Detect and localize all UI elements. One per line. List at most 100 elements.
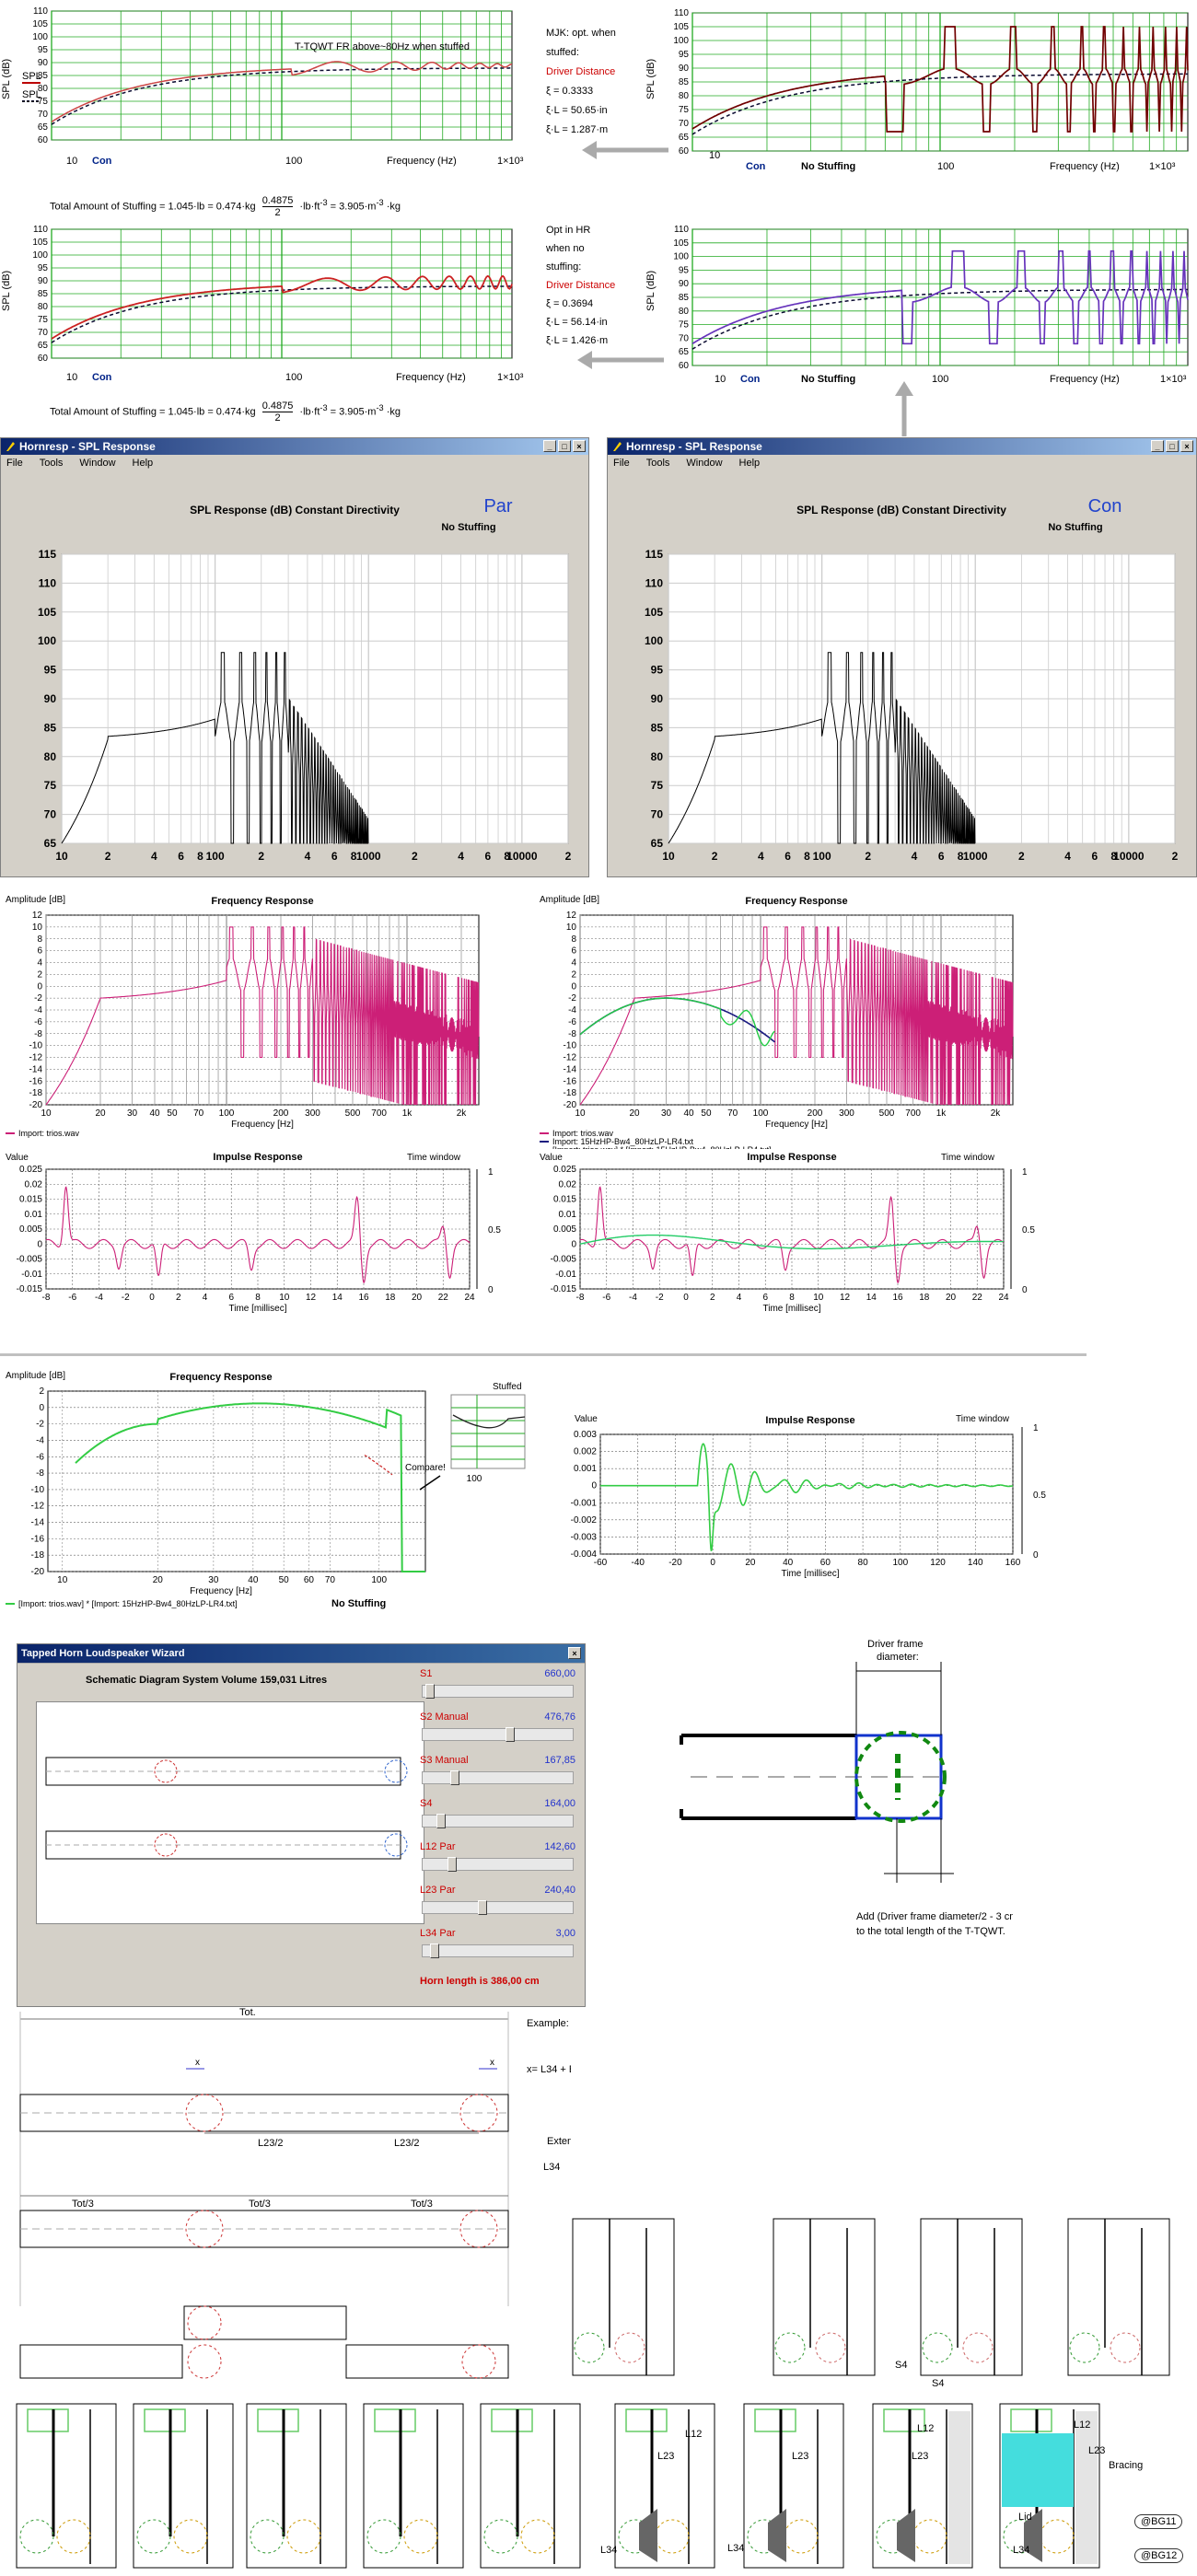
menu-file[interactable]: File: [6, 458, 23, 469]
param-slider[interactable]: [422, 1944, 574, 1958]
param-slider[interactable]: [422, 1900, 574, 1915]
chart-title: Frequency Response: [745, 896, 847, 907]
l23-label: L23: [657, 2451, 674, 2462]
close-button[interactable]: ×: [568, 1647, 581, 1659]
bracing-label: Bracing: [1109, 2460, 1143, 2471]
minimize-button[interactable]: _: [1151, 440, 1164, 452]
y-tick-label: -6: [36, 1452, 44, 1462]
y-tick-label: -6: [568, 1017, 576, 1027]
close-button[interactable]: ×: [1180, 440, 1193, 452]
hornresp-window-con[interactable]: Hornresp - SPL Response _ □ × File Tools…: [607, 437, 1197, 877]
series-line: [691, 288, 1188, 350]
slider-thumb[interactable]: [450, 1770, 459, 1785]
x-tick: 100: [937, 161, 954, 172]
slider-thumb[interactable]: [447, 1857, 457, 1872]
x-tick-label: 1k: [936, 1108, 947, 1119]
y-tick-label: -2: [34, 993, 42, 1004]
param-slider[interactable]: [422, 1727, 574, 1742]
param-value: 240,40: [544, 1885, 575, 1896]
x-tick-label: 0: [149, 1293, 155, 1303]
y-tick-label: -18: [31, 1550, 45, 1561]
up-arrow-icon: [895, 381, 913, 436]
wizard-titlebar[interactable]: Tapped Horn Loudspeaker Wizard ×: [17, 1644, 585, 1664]
menu-window[interactable]: Window: [79, 458, 116, 469]
x-tick-label: 16: [358, 1293, 369, 1303]
close-button[interactable]: ×: [573, 440, 586, 452]
y-tick-label: 70: [44, 808, 57, 821]
maximize-button[interactable]: □: [558, 440, 571, 452]
param-slider[interactable]: [422, 1857, 574, 1872]
x-tick: 10: [715, 374, 726, 385]
x-tick-label: 12: [306, 1293, 317, 1303]
param-slider[interactable]: [422, 1814, 574, 1828]
hornresp-window-par[interactable]: Hornresp - SPL Response _ □ × File Tools…: [0, 437, 589, 877]
spl-chart-svg: 110 105 100 95 90 85 80 75 70 65 60 SPL (dB) Con N…: [645, 225, 1189, 385]
x-axis-label: Frequency [Hz]: [231, 1120, 294, 1130]
config-tag: Con: [1088, 496, 1122, 516]
y-tick-label: 0.025: [553, 1165, 576, 1175]
slider-thumb[interactable]: [506, 1727, 515, 1742]
param-slider[interactable]: [422, 1770, 574, 1785]
x-axis-label: Frequency [Hz]: [190, 1586, 252, 1596]
y-tick-label: 80: [679, 91, 690, 101]
y-tick-label: 0.025: [19, 1165, 42, 1175]
no-stuffing-label: No Stuffing: [801, 374, 855, 385]
x-tick-label: 40: [683, 1108, 694, 1119]
minimize-button[interactable]: _: [543, 440, 556, 452]
slider-thumb[interactable]: [436, 1814, 446, 1828]
param-slider[interactable]: [422, 1684, 574, 1699]
y-tick-label: -16: [564, 1076, 577, 1086]
app-icon: [6, 442, 15, 451]
menu-window[interactable]: Window: [686, 458, 723, 469]
menu-help[interactable]: Help: [738, 458, 761, 469]
param-name: S3: [420, 1755, 433, 1766]
param-mode: Manual: [435, 1712, 469, 1723]
menu-file[interactable]: File: [613, 458, 630, 469]
slider-thumb[interactable]: [425, 1684, 435, 1699]
y-tick-label: 12: [32, 911, 43, 921]
series-line: [45, 926, 480, 1106]
y-tick-label: 2: [37, 969, 42, 980]
driver-circle: [154, 1759, 178, 1783]
bg12-badge: @BG12: [1134, 2548, 1184, 2563]
window-titlebar[interactable]: Hornresp - SPL Response _ □ ×: [608, 438, 1196, 455]
tapped-horn-wizard[interactable]: Tapped Horn Loudspeaker Wizard × Schemat…: [17, 1643, 586, 2007]
x-tick-label: 1000: [963, 850, 988, 863]
slider-thumb[interactable]: [478, 1900, 487, 1915]
window-titlebar[interactable]: Hornresp - SPL Response _ □ ×: [1, 438, 588, 455]
menu-help[interactable]: Help: [132, 458, 154, 469]
y-tick-label: 85: [679, 77, 690, 87]
y-axis-label: SPL (dB): [645, 271, 657, 311]
x-tick-label: 2: [1018, 850, 1025, 863]
menu-tools[interactable]: Tools: [645, 458, 670, 469]
maximize-button[interactable]: □: [1166, 440, 1179, 452]
x-tick-label: 8: [504, 850, 510, 863]
x-tick-label: 20: [629, 1108, 640, 1119]
y-tick-label: 75: [44, 779, 57, 792]
x-tick-label: 10: [662, 850, 675, 863]
dim-label: Tot.: [239, 2007, 256, 2018]
y-tick-label: 80: [651, 750, 664, 763]
y-tick-label: 8: [571, 934, 576, 945]
no-stuffing-label: No Stuffing: [1048, 522, 1102, 533]
spl-chart-svg: 110 105 100 95 90 85 80 75 70 65 60 SPL (dB) Con 1…: [1, 225, 524, 383]
y-tick-label: -4: [568, 1005, 576, 1015]
window-tick: 1: [1033, 1423, 1039, 1433]
x-tick-label: 200: [273, 1108, 289, 1119]
note-value: ξ·L = 1.287·m: [546, 124, 609, 135]
y-tick-label: -0.015: [551, 1284, 577, 1294]
l34-label: L34: [600, 2545, 617, 2556]
x-tick-label: 2: [712, 850, 718, 863]
x-tick-label: 6: [1092, 850, 1098, 863]
x-tick-label: 30: [127, 1108, 138, 1119]
y-tick-label: 105: [32, 19, 48, 29]
legend-spl-2: SPL: [22, 89, 41, 100]
menu-tools[interactable]: Tools: [39, 458, 64, 469]
y-axis-label: Value: [6, 1153, 29, 1163]
x-tick-label: 2: [865, 850, 871, 863]
note-title: Driver Distance: [546, 66, 616, 77]
hornresp-plot: SPL Response (dB) Constant Directivity Co…: [611, 473, 1191, 873]
slider-thumb[interactable]: [429, 1944, 439, 1958]
x-tick-label: 20: [95, 1108, 106, 1119]
y-tick-label: -18: [29, 1088, 43, 1098]
